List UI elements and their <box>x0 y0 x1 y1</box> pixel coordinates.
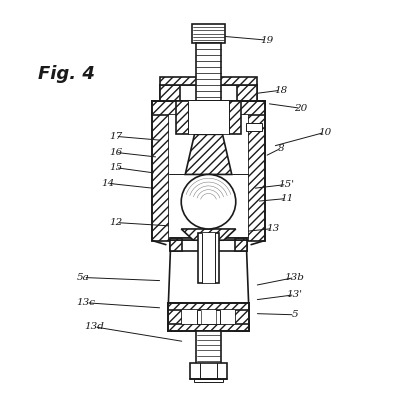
Bar <box>171 239 246 251</box>
Text: 5: 5 <box>291 310 298 319</box>
Bar <box>161 85 180 101</box>
Bar <box>196 331 221 364</box>
Text: 10: 10 <box>318 128 332 137</box>
Bar <box>152 101 265 115</box>
Bar <box>168 324 249 331</box>
Bar <box>196 43 221 101</box>
Text: 14: 14 <box>101 179 114 188</box>
Bar <box>235 239 246 251</box>
Text: 16: 16 <box>109 148 122 157</box>
Circle shape <box>181 174 236 229</box>
Text: 15: 15 <box>109 163 122 172</box>
Text: 15': 15' <box>279 180 295 189</box>
Text: 11: 11 <box>280 194 293 203</box>
Polygon shape <box>181 229 236 240</box>
Bar <box>176 101 241 134</box>
Bar <box>169 115 248 241</box>
Text: 13d: 13d <box>84 322 104 331</box>
Bar <box>171 239 182 251</box>
Bar <box>190 363 227 379</box>
Bar <box>198 233 219 283</box>
Bar <box>201 310 216 324</box>
Text: 5a: 5a <box>77 273 90 282</box>
Bar <box>182 310 235 324</box>
Bar <box>161 77 256 85</box>
Text: 18: 18 <box>274 86 287 95</box>
Bar <box>198 310 219 324</box>
Polygon shape <box>185 134 232 174</box>
Text: 17: 17 <box>109 132 122 141</box>
Text: 13': 13' <box>286 290 303 299</box>
Bar <box>188 101 229 134</box>
Bar <box>152 101 169 241</box>
Text: 19: 19 <box>260 36 273 45</box>
Bar <box>203 233 214 283</box>
Text: 13b: 13b <box>285 273 305 282</box>
Bar <box>168 303 182 331</box>
Text: 13: 13 <box>266 224 279 233</box>
Text: Fig. 4: Fig. 4 <box>38 65 95 83</box>
Text: 8: 8 <box>277 144 284 153</box>
Bar <box>237 85 256 101</box>
Bar <box>161 85 256 101</box>
Bar <box>192 24 225 43</box>
Bar <box>235 303 249 331</box>
Text: 12: 12 <box>110 218 123 227</box>
Text: 13c: 13c <box>77 298 95 307</box>
Bar <box>248 101 265 241</box>
Bar <box>194 379 223 382</box>
Bar <box>168 303 249 310</box>
Text: 20: 20 <box>294 104 307 113</box>
Bar <box>246 123 262 131</box>
